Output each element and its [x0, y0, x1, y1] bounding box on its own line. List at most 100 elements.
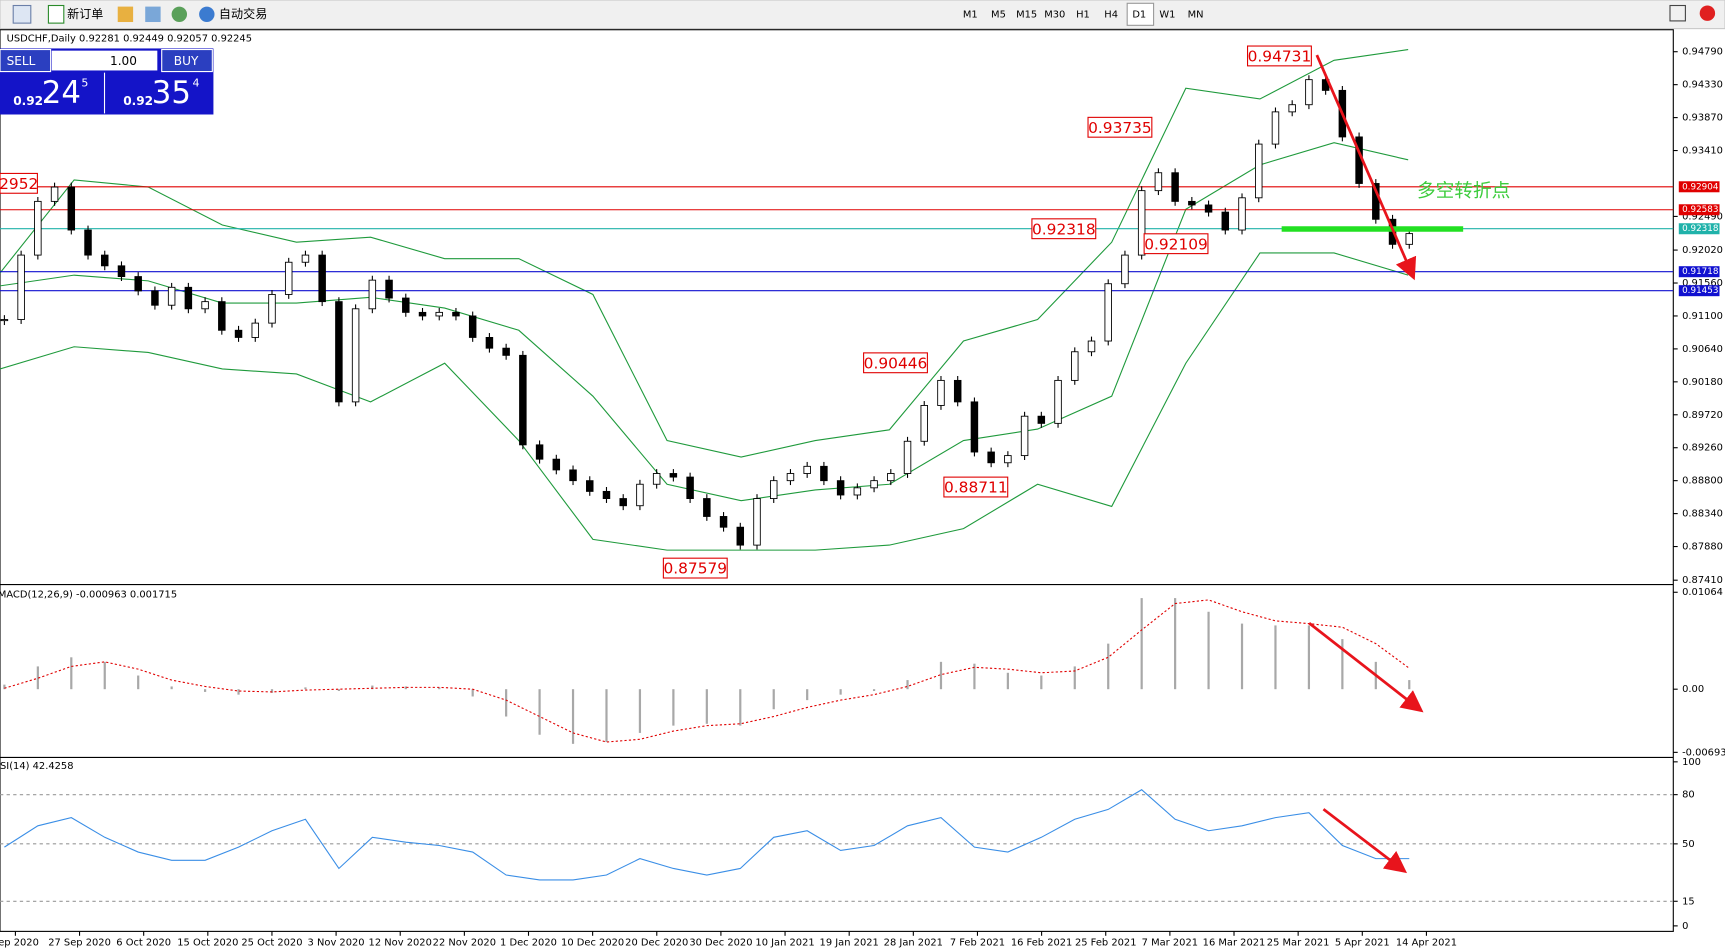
timeframe[interactable]: M1 — [963, 9, 978, 20]
macd-bar — [571, 689, 575, 744]
price-annotation: 2952 — [0, 175, 38, 193]
candle — [753, 498, 761, 546]
candle — [853, 487, 862, 496]
buy-price[interactable]: 35 — [152, 75, 191, 111]
sell-price[interactable]: 24 — [42, 75, 81, 111]
candle — [1020, 415, 1029, 457]
candle — [686, 476, 694, 500]
candle — [218, 301, 226, 331]
search[interactable] — [1669, 4, 1686, 22]
candle — [1255, 143, 1263, 199]
macd-bar — [1274, 625, 1277, 690]
timeframes: M1 M5 M15 M30 H1 H4 D1 W1 MN — [963, 2, 1204, 26]
candle — [418, 311, 427, 317]
price-annotation: 0.90446 — [864, 354, 928, 372]
macd-bar — [605, 689, 608, 743]
macd-bar — [806, 689, 809, 701]
candle — [485, 337, 494, 349]
bollinger-band — [0, 49, 1409, 458]
candle — [920, 405, 928, 442]
candle — [435, 311, 443, 317]
macd-bar — [538, 689, 541, 735]
macd-bar — [404, 686, 407, 690]
icon[interactable] — [199, 6, 215, 23]
y-tick-label: 0.94330 — [1682, 80, 1723, 91]
x-tick-label: 22 Nov 2020 — [433, 937, 496, 948]
sell-label[interactable]: SELL — [7, 54, 36, 68]
toolbar: 新订单 自动交易 M1 M5 M15 M30 H1 H4 D1 W1 MN — [0, 0, 1725, 30]
arrow — [1315, 54, 1417, 281]
price-annotation-box — [1143, 233, 1209, 255]
x-tick-label: 25 Feb 2021 — [1075, 937, 1137, 948]
timeframe[interactable]: H1 — [1076, 9, 1090, 20]
candle — [719, 516, 728, 528]
new-order[interactable]: 新订单 — [67, 6, 103, 21]
macd-bar — [739, 689, 742, 726]
macd-bar — [438, 687, 441, 690]
level-label: 0.92583 — [1682, 205, 1718, 215]
y-tick-label: 0.89720 — [1682, 410, 1723, 421]
buy-button[interactable] — [161, 48, 213, 73]
y-tick-label: 0.94790 — [1682, 47, 1723, 58]
macd-bar — [1207, 611, 1210, 690]
icon[interactable] — [145, 6, 161, 23]
candle — [836, 480, 845, 496]
timeframe[interactable]: H4 — [1104, 9, 1118, 20]
macd-bar — [170, 686, 173, 690]
arrow — [1308, 622, 1424, 713]
x-tick-label: 15 Oct 2020 — [177, 937, 238, 948]
candle — [468, 315, 477, 338]
timeframe[interactable]: M30 — [1044, 9, 1065, 20]
macd-bar — [70, 657, 73, 690]
macd-bar — [137, 675, 140, 690]
icon[interactable] — [171, 6, 188, 23]
x-tick-label: 1 Dec 2020 — [500, 937, 557, 948]
timeframe[interactable]: MN — [1188, 9, 1204, 20]
candle — [368, 279, 377, 310]
x-tick-label: 12 Nov 2020 — [369, 937, 432, 948]
timeframe[interactable]: D1 — [1132, 9, 1146, 20]
candle — [569, 469, 577, 482]
candle — [1154, 172, 1163, 192]
x-tick-label: 7 Feb 2021 — [950, 937, 1005, 948]
candle — [1288, 104, 1296, 113]
candle — [502, 347, 510, 356]
pressed — [1126, 2, 1155, 26]
timeframe[interactable]: M15 — [1016, 9, 1037, 20]
x-tick-label: 10 Jan 2021 — [755, 937, 814, 948]
macd-bar — [1341, 639, 1344, 690]
bollinger-band — [0, 252, 1409, 551]
sell-button[interactable] — [0, 48, 52, 73]
rsi-title: SI(14) 42.4258 — [0, 761, 74, 772]
timeframe[interactable]: M5 — [991, 9, 1006, 20]
candle — [820, 465, 828, 482]
candle — [402, 297, 410, 313]
buy-price[interactable]: 0.92 — [123, 94, 153, 108]
buy-label[interactable]: BUY — [174, 54, 199, 68]
candle — [318, 254, 326, 303]
candle — [970, 401, 979, 453]
notification[interactable] — [1699, 5, 1716, 21]
lots[interactable]: 1.00 — [110, 54, 137, 68]
candle — [703, 498, 711, 517]
candle — [987, 451, 995, 464]
lots-input[interactable] — [51, 50, 158, 71]
icon[interactable] — [12, 4, 32, 24]
icon[interactable] — [117, 6, 134, 23]
x-tick-label: 7 Mar 2021 — [1142, 937, 1198, 948]
auto-trading[interactable]: 自动交易 — [219, 6, 267, 21]
buy-price[interactable]: 4 — [193, 77, 200, 90]
macd-bar — [1174, 598, 1177, 690]
macd-bar — [939, 661, 943, 690]
candle — [937, 379, 945, 406]
sell-price[interactable]: 5 — [81, 77, 88, 90]
icon[interactable] — [47, 4, 65, 24]
timeframe[interactable]: W1 — [1159, 9, 1175, 20]
candle — [786, 473, 795, 482]
macd-bar — [3, 684, 6, 690]
sell-price[interactable]: 0.92 — [13, 94, 43, 108]
candle — [1188, 200, 1196, 206]
y-tick-label: 0.90640 — [1682, 344, 1723, 355]
x-tick-label: 5 Apr 2021 — [1335, 937, 1390, 948]
x-tick-label: 25 Mar 2021 — [1267, 937, 1330, 948]
